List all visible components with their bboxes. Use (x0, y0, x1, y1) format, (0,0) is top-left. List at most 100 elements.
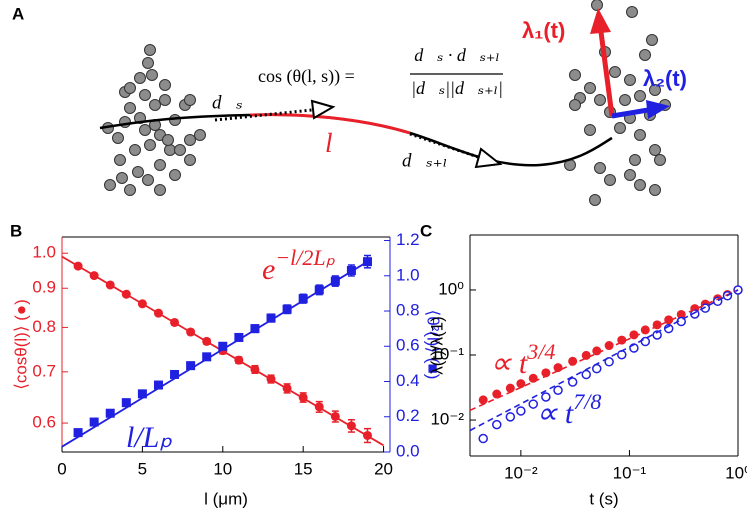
marker (250, 324, 260, 334)
particle (154, 184, 166, 196)
eigen-arrow (611, 107, 649, 119)
particle (112, 132, 124, 144)
marker (89, 417, 99, 427)
particle (626, 6, 638, 18)
fit-line (61, 255, 385, 447)
particle (144, 44, 156, 56)
particle (149, 99, 161, 111)
marker (640, 336, 651, 347)
particle (609, 66, 621, 78)
particle (139, 124, 151, 136)
y2-tick-label: 0.8 (396, 301, 420, 320)
particle (591, 0, 603, 11)
y2-axis-label: ⟨θ²(l)⟩ (■) (424, 310, 443, 380)
x-tick-label: 0 (57, 459, 66, 478)
particle (604, 174, 616, 186)
marker (604, 341, 614, 351)
annotation-text: ∝ t (536, 397, 574, 430)
marker (105, 408, 115, 418)
particle (184, 154, 196, 166)
marker (121, 398, 131, 408)
arc-length-label: l (325, 128, 333, 158)
annotation: ∝ t7/8 (536, 389, 601, 430)
particle (594, 94, 606, 106)
particle (194, 129, 206, 141)
fit-line (469, 289, 739, 412)
marker (202, 352, 212, 362)
particle (634, 179, 646, 191)
particle (146, 69, 158, 81)
particle (169, 169, 181, 181)
x-tick-label: 5 (138, 459, 147, 478)
particle (184, 134, 196, 146)
marker (516, 406, 526, 416)
y2-tick-label: 1.2 (396, 230, 420, 249)
equation-numerator: d⃗ₛ · d⃗ₛ₊ₗ (414, 45, 500, 65)
annotation-exponent: 3/4 (526, 339, 555, 364)
particle (639, 49, 651, 61)
panel-label: C (420, 221, 432, 240)
marker (234, 332, 244, 342)
particle (646, 34, 658, 46)
y-tick-label: 0.9 (32, 278, 56, 297)
particle-clouds (102, 0, 671, 206)
particle (624, 74, 636, 86)
particle (569, 69, 581, 81)
panel-label: B (10, 221, 22, 240)
eigen-arrow (598, 31, 615, 117)
particle (634, 90, 646, 102)
marker (218, 341, 228, 351)
y2-tick-label: 0.6 (396, 336, 420, 355)
particle (614, 122, 626, 134)
y2-tick-label: 1.0 (396, 265, 420, 284)
marker (137, 389, 147, 399)
marker (733, 285, 743, 295)
marker (629, 330, 639, 340)
arrow-head (646, 100, 670, 119)
particle (134, 72, 146, 84)
marker (266, 313, 276, 323)
chart: C 10⁻² 10⁻¹ 10⁰ 10⁻² 10⁻¹ 10⁰ t (s) λ(t)/λ(1) ∝ t… (420, 221, 747, 508)
arrow-head (590, 8, 611, 34)
particle (162, 134, 174, 146)
y2-tick-label: 0.2 (396, 406, 420, 425)
y-tick-label: 10⁻¹ (430, 344, 464, 363)
marker (553, 385, 563, 396)
marker (492, 419, 502, 430)
particle (589, 194, 601, 206)
equation-lhs: cos (θ(l, s)) = (258, 66, 355, 87)
annotation-exponent: −l/2Lₚ (275, 245, 335, 270)
particle (144, 139, 156, 151)
particle (594, 162, 606, 174)
annotation: l/Lₚ (126, 421, 172, 454)
y-tick-label: 0.7 (32, 361, 56, 380)
marker (362, 257, 372, 267)
panel-a: A cos (θ(l, s)) = d⃗ₛ · d⃗ₛ₊ₗ |d⃗ₛ||d⃗ₛ₊… (12, 0, 687, 206)
marker (592, 363, 602, 374)
particle (154, 159, 166, 171)
x-tick-label: 10⁻² (504, 463, 538, 482)
particle (184, 94, 196, 106)
marker (652, 330, 662, 340)
x-axis-label: t (s) (589, 489, 618, 508)
marker (581, 369, 591, 380)
particle (142, 174, 154, 186)
marker (553, 363, 563, 373)
marker (640, 325, 650, 335)
particle (159, 79, 171, 91)
annotation-exponent: 7/8 (573, 389, 601, 414)
marker (516, 379, 526, 389)
particle (584, 124, 596, 136)
tangent-label: d⃗ₛ₊ₗ (402, 150, 447, 171)
equation-denominator: |d⃗ₛ||d⃗ₛ₊ₗ| (411, 78, 503, 98)
y2-tick-label: 0.0 (396, 441, 420, 460)
chart: B 0 5 10 15 20 0.6 0.7 0.8 0.9 1.0 0.0 0.2 0.4 0.6 0.8 1… (10, 221, 443, 508)
particle (649, 84, 661, 96)
tangent-arrow (409, 132, 479, 159)
annotation: e−l/2Lₚ (262, 245, 336, 286)
y-tick-label: 0.6 (32, 413, 56, 432)
particle (129, 144, 141, 156)
particle (132, 166, 144, 178)
particle (124, 184, 136, 196)
